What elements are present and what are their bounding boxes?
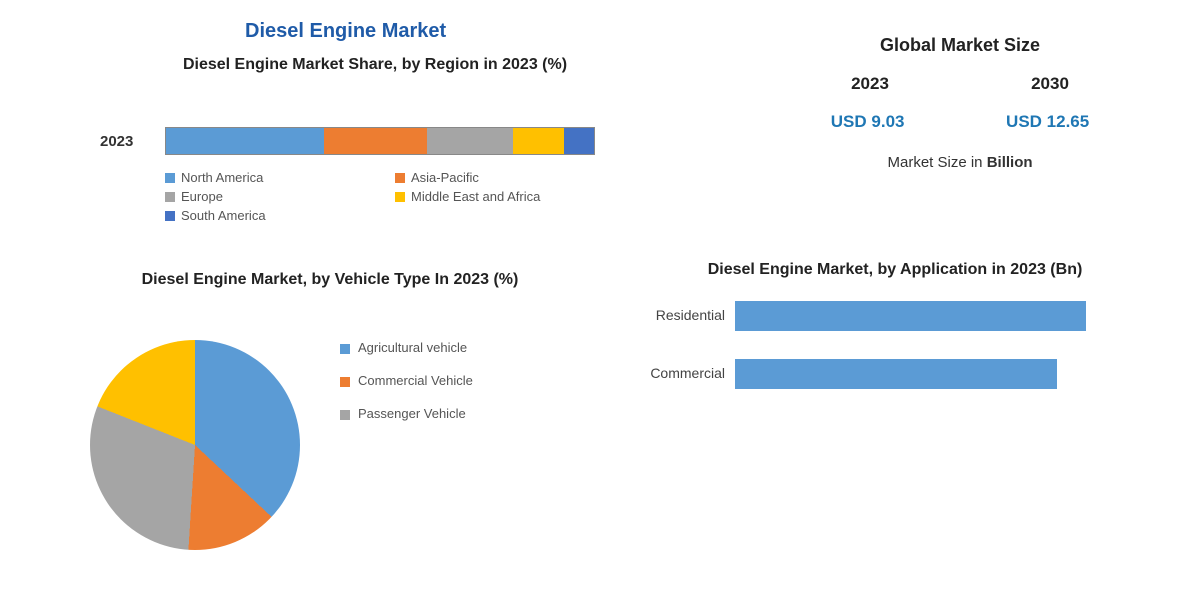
legend-swatch [165,211,175,221]
legend-label: Passenger Vehicle [358,406,466,423]
pie-legend-item: Agricultural vehicle [340,340,560,357]
gms-years-row: 2023 2030 [780,74,1140,94]
region-share-chart: Diesel Engine Market Share, by Region in… [110,55,640,76]
gms-value-0: USD 9.03 [831,112,905,132]
gms-values-row: USD 9.03 USD 12.65 [780,112,1140,132]
page-title: Diesel Engine Market [245,20,446,43]
legend-swatch [165,192,175,202]
region-segment [427,128,513,154]
app-bar-label: Residential [640,307,735,324]
app-rows: Residential Commercial [640,301,1150,389]
region-legend: North America Asia-Pacific Europe Middle Ea… [165,170,595,223]
gms-value-1: USD 12.65 [1006,112,1089,132]
region-legend-item: North America [165,170,355,185]
pie-title: Diesel Engine Market, by Vehicle Type In… [140,270,520,291]
gms-title: Global Market Size [780,35,1140,56]
gms-year-0: 2023 [851,74,889,94]
region-year-label: 2023 [100,133,133,150]
region-legend-item: South America [165,208,355,223]
region-segment [513,128,564,154]
vehicle-type-pie-chart: Diesel Engine Market, by Vehicle Type In… [80,270,640,291]
region-segment [166,128,324,154]
legend-swatch [340,344,350,354]
legend-swatch [395,173,405,183]
app-bar-row: Commercial [640,359,1150,389]
legend-label: Agricultural vehicle [358,340,467,357]
app-title: Diesel Engine Market, by Application in … [640,260,1150,281]
app-bar [735,301,1086,331]
region-legend-item: Asia-Pacific [395,170,585,185]
legend-label: Europe [181,189,223,204]
legend-label: Asia-Pacific [411,170,479,185]
legend-swatch [340,377,350,387]
region-segment [324,128,427,154]
region-segment [564,128,594,154]
app-bar-track [735,301,1125,331]
pie-legend-item: Commercial Vehicle [340,373,560,390]
pie-container [90,340,300,550]
app-bar-label: Commercial [640,365,735,382]
legend-swatch [165,173,175,183]
global-market-size-panel: Global Market Size 2023 2030 USD 9.03 US… [780,35,1140,171]
legend-label: Commercial Vehicle [358,373,473,390]
region-stacked-bar [165,127,595,155]
pie-legend-item: Passenger Vehicle [340,406,560,423]
gms-note: Market Size in Billion [780,154,1140,171]
app-bar-row: Residential [640,301,1150,331]
application-bar-chart: Diesel Engine Market, by Application in … [640,260,1150,417]
app-bar [735,359,1057,389]
legend-label: South America [181,208,266,223]
gms-note-bold: Billion [987,154,1033,171]
pie-legend: Agricultural vehicle Commercial Vehicle Pa… [340,340,560,439]
legend-swatch [340,410,350,420]
region-legend-item: Europe [165,189,355,204]
region-chart-title: Diesel Engine Market Share, by Region in… [110,55,640,76]
app-bar-track [735,359,1125,389]
legend-swatch [395,192,405,202]
gms-note-prefix: Market Size in [887,154,986,171]
gms-year-1: 2030 [1031,74,1069,94]
region-legend-item: Middle East and Africa [395,189,585,204]
pie-graphic [90,340,300,550]
legend-label: Middle East and Africa [411,189,540,204]
legend-label: North America [181,170,263,185]
